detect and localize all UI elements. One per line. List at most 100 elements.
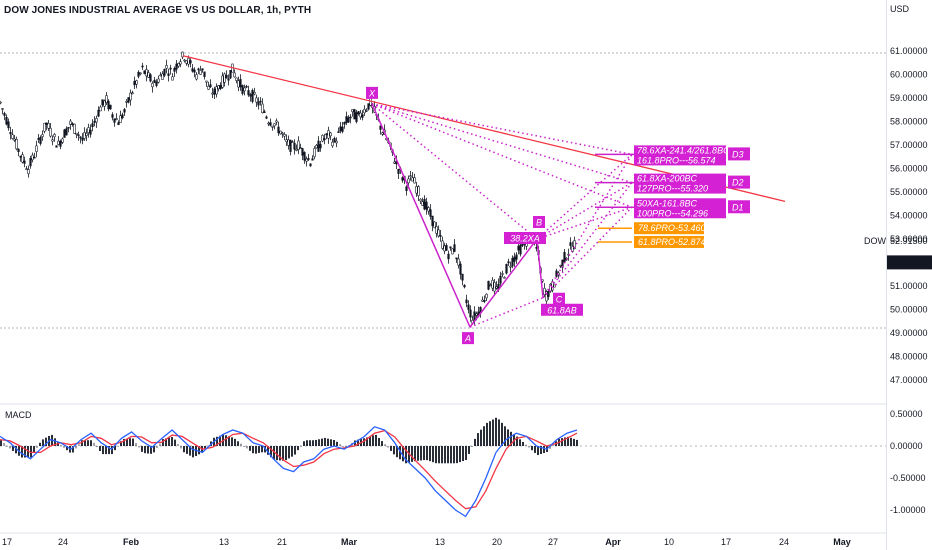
macd-histogram-bar bbox=[306, 440, 308, 446]
candle-body bbox=[169, 67, 172, 70]
macd-lines-group bbox=[0, 426, 578, 518]
candle-body bbox=[273, 123, 276, 127]
candle-body bbox=[439, 235, 442, 237]
time-tick-label: 21 bbox=[277, 537, 287, 547]
macd-histogram-bar bbox=[45, 437, 47, 446]
time-tick-label: 27 bbox=[548, 537, 558, 547]
macd-histogram-bar bbox=[105, 446, 107, 455]
candle-body bbox=[475, 313, 478, 316]
target-label-line2: 161.8PRO---56.574 bbox=[637, 155, 716, 165]
macd-histogram-bar bbox=[486, 422, 488, 446]
macd-histogram-bar bbox=[186, 446, 188, 454]
candle-body bbox=[53, 134, 56, 138]
orange-label: 61.8PRO-52.874 bbox=[638, 237, 706, 247]
candle-body bbox=[501, 273, 504, 275]
point-label-x-bg bbox=[366, 86, 378, 99]
candle-body bbox=[495, 286, 498, 289]
macd-histogram-bar bbox=[120, 441, 122, 446]
macd-histogram-bar bbox=[327, 438, 329, 446]
price-tick-label: 50.00000 bbox=[890, 305, 928, 315]
candle-body bbox=[429, 209, 432, 217]
candle-body bbox=[71, 123, 74, 125]
macd-histogram-bar bbox=[84, 440, 86, 446]
candle-body bbox=[499, 275, 502, 284]
orange-label-bg bbox=[634, 222, 704, 235]
candle-body bbox=[85, 132, 88, 136]
macd-histogram-bar bbox=[132, 438, 134, 446]
macd-histogram-bar bbox=[36, 446, 38, 448]
macd-histogram-bar bbox=[258, 446, 260, 453]
macd-histogram-bar bbox=[96, 446, 98, 447]
candle-body bbox=[409, 175, 412, 177]
candle-body bbox=[55, 145, 58, 148]
leg-xa bbox=[371, 103, 471, 328]
candle-body bbox=[41, 134, 44, 137]
currency-label: USD bbox=[890, 4, 910, 14]
candle-body bbox=[33, 156, 36, 159]
macd-histogram-bar bbox=[255, 446, 257, 454]
macd-histogram-bar bbox=[15, 446, 17, 454]
c-target-dotted bbox=[542, 154, 633, 299]
candle-body bbox=[177, 63, 180, 67]
candle-body bbox=[451, 248, 454, 255]
candle-body bbox=[9, 132, 12, 135]
macd-histogram-bar bbox=[228, 436, 230, 446]
macd-histogram-bar bbox=[219, 435, 221, 446]
macd-histogram-bar bbox=[231, 437, 233, 446]
macd-histogram-bar bbox=[93, 442, 95, 446]
candle-body bbox=[269, 122, 272, 126]
candle-body bbox=[21, 154, 24, 163]
macd-histogram-bar bbox=[171, 437, 173, 446]
macd-histogram-bar bbox=[216, 436, 218, 446]
macd-histogram-bar bbox=[54, 438, 56, 446]
macd-histogram-group bbox=[0, 417, 578, 464]
candle-body bbox=[1, 108, 4, 110]
macd-histogram-bar bbox=[150, 446, 152, 454]
candle-body bbox=[453, 244, 456, 252]
price-tick-label: 47.00000 bbox=[890, 375, 928, 385]
candle-body bbox=[303, 152, 306, 161]
macd-histogram-bar bbox=[273, 446, 275, 460]
macd-histogram-bar bbox=[462, 446, 464, 462]
macd-histogram-bar bbox=[261, 446, 263, 453]
target-label-bg bbox=[634, 198, 726, 219]
candle-body bbox=[291, 141, 294, 143]
candle-body bbox=[87, 127, 90, 134]
macd-histogram-bar bbox=[417, 446, 419, 461]
macd-histogram-bar bbox=[117, 445, 119, 447]
candle-body bbox=[93, 121, 96, 123]
candle-body bbox=[143, 70, 146, 74]
candle-body bbox=[317, 140, 320, 152]
candle-body bbox=[135, 80, 138, 85]
candle-body bbox=[201, 68, 204, 71]
candle-body bbox=[289, 139, 292, 152]
candle-body bbox=[321, 135, 324, 142]
candle-body bbox=[81, 138, 84, 141]
macd-histogram-bar bbox=[192, 446, 194, 458]
candle-body bbox=[513, 256, 516, 262]
candle-body bbox=[485, 293, 488, 299]
candle-body bbox=[181, 51, 184, 58]
candle-body bbox=[159, 74, 162, 77]
macd-histogram-bar bbox=[243, 446, 245, 447]
candle-body bbox=[285, 139, 288, 143]
price-tick-label: 51.00000 bbox=[890, 281, 928, 291]
macd-histogram-bar bbox=[378, 438, 380, 446]
macd-histogram-bar bbox=[528, 446, 530, 448]
candle-body bbox=[325, 133, 328, 136]
candle-body bbox=[553, 284, 556, 288]
candle-body bbox=[547, 290, 550, 297]
b-target-dotted bbox=[536, 181, 633, 240]
candle-body bbox=[511, 257, 514, 267]
time-tick-label: 17 bbox=[721, 537, 731, 547]
macd-histogram-bar bbox=[450, 446, 452, 464]
macd-histogram-bar bbox=[309, 440, 311, 446]
candle-body bbox=[225, 74, 228, 79]
macd-histogram-bar bbox=[159, 443, 161, 446]
time-tick-label: Apr bbox=[605, 537, 621, 547]
candle-body bbox=[77, 134, 80, 137]
candle-body bbox=[179, 61, 182, 65]
